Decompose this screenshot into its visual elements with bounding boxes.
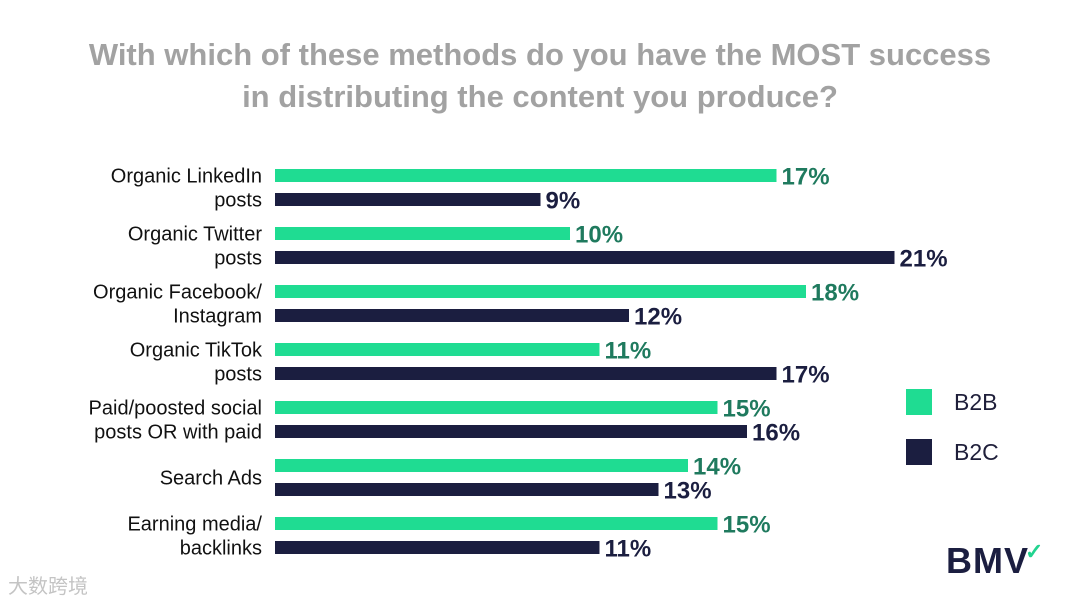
bar-b2c — [275, 483, 659, 496]
data-label-b2c: 9% — [546, 188, 581, 215]
category-label: Organic Twitter — [128, 224, 262, 246]
bar-b2b — [275, 343, 600, 356]
category-label: backlinks — [180, 538, 262, 560]
bar-b2c — [275, 367, 777, 380]
data-label-b2b: 15% — [723, 396, 771, 423]
bar-b2c — [275, 425, 747, 438]
data-label-b2b: 17% — [782, 164, 830, 191]
bar-b2c — [275, 541, 600, 554]
legend-swatch-b2c — [906, 439, 932, 465]
data-label-b2b: 18% — [811, 280, 859, 307]
bmv-logo: BMV✓ — [946, 539, 1048, 582]
bar-b2c — [275, 193, 541, 206]
bar-b2c — [275, 251, 895, 264]
logo-check-icon: ✓ — [1025, 539, 1045, 564]
bar-b2b — [275, 227, 570, 240]
bar-b2b — [275, 401, 718, 414]
data-label-b2c: 17% — [782, 362, 830, 389]
data-label-b2c: 16% — [752, 420, 800, 447]
category-label: posts — [214, 190, 262, 212]
category-label: Organic LinkedIn — [111, 166, 262, 188]
data-label-b2b: 11% — [605, 338, 652, 365]
legend-label-b2b: B2B — [954, 388, 998, 415]
category-label: Organic Facebook/ — [93, 282, 262, 304]
data-label-b2c: 13% — [664, 478, 712, 505]
category-label: Search Ads — [160, 468, 262, 490]
data-label-b2b: 15% — [723, 512, 771, 539]
bar-b2b — [275, 517, 718, 530]
data-label-b2c: 12% — [634, 304, 682, 331]
data-label-b2b: 14% — [693, 454, 741, 481]
category-label: Earning media/ — [127, 514, 262, 536]
category-label: posts OR with paid — [94, 422, 262, 444]
data-label-b2c: 21% — [900, 246, 948, 273]
category-label: posts — [214, 364, 262, 386]
title-line-2: in distributing the content you produce? — [242, 79, 838, 114]
legend-label-b2c: B2C — [954, 438, 999, 465]
category-label: posts — [214, 248, 262, 270]
title-line-1: With which of these methods do you have … — [88, 37, 992, 72]
legend-item-b2c: B2C — [906, 438, 999, 466]
bar-b2b — [275, 459, 688, 472]
bar-b2c — [275, 309, 629, 322]
chart-title: With which of these methods do you have … — [0, 34, 1080, 118]
category-label: Organic TikTok — [130, 340, 263, 362]
bar-b2b — [275, 169, 777, 182]
watermark: 大数跨境 — [8, 574, 88, 598]
data-label-b2c: 11% — [605, 536, 652, 563]
data-label-b2b: 10% — [575, 222, 623, 249]
category-label: Paid/poosted social — [89, 398, 262, 420]
legend-swatch-b2b — [906, 389, 932, 415]
legend-item-b2b: B2B — [906, 388, 997, 416]
logo-text: BMV — [946, 540, 1029, 581]
category-label: Instagram — [173, 306, 262, 328]
bar-b2b — [275, 285, 806, 298]
